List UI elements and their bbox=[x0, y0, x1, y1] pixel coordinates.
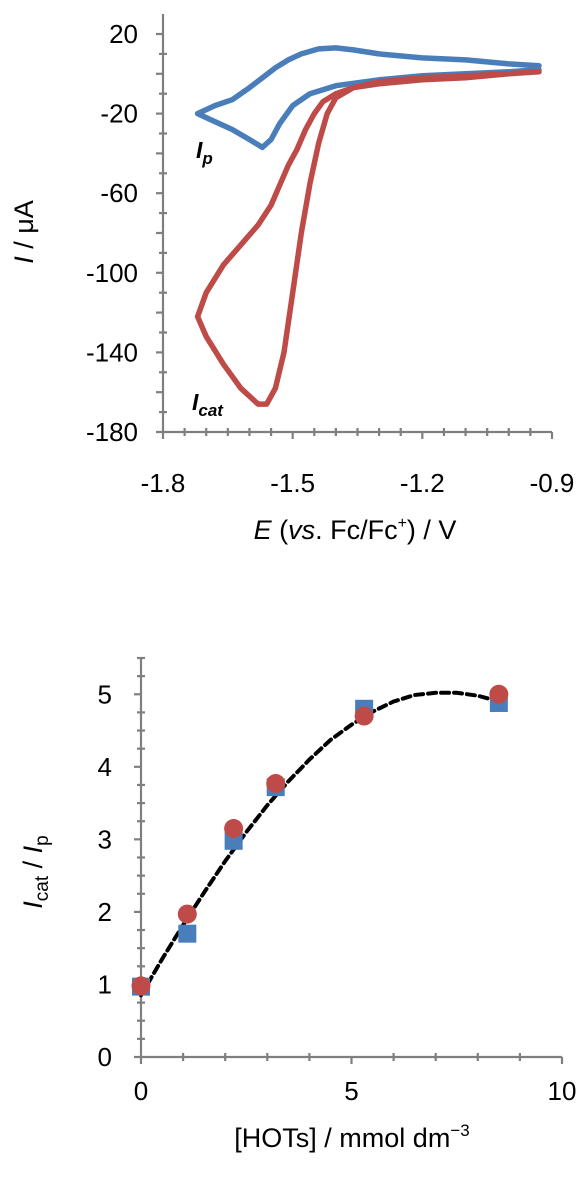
ratio-x-tick-label: 0 bbox=[134, 1076, 148, 1106]
ratio-y-tick-label: 4 bbox=[98, 752, 112, 782]
cv-axes bbox=[156, 14, 554, 439]
cv-y-tick-labels: 20 -20 -60 -100 -140 -180 bbox=[86, 19, 138, 447]
circle-marker bbox=[224, 818, 244, 838]
cv-x-tick-label: -0.9 bbox=[530, 468, 575, 498]
ratio-y-axis-label: Icat / Ip bbox=[18, 835, 53, 908]
ratio-y-tick-label: 2 bbox=[98, 897, 112, 927]
cv-y-tick-label: -20 bbox=[100, 99, 138, 129]
ratio-axes bbox=[134, 656, 564, 1064]
cv-y-tick-label: -60 bbox=[100, 178, 138, 208]
ip-annotation: Ip bbox=[196, 137, 213, 168]
ratio-y-tick-label: 5 bbox=[98, 679, 112, 709]
cv-y-axis-label: I / μA bbox=[9, 200, 39, 264]
ratio-x-tick-labels: 0 5 10 bbox=[134, 1076, 577, 1106]
ratio-y-tick-label: 3 bbox=[98, 824, 112, 854]
cv-y-tick-label: -180 bbox=[86, 417, 138, 447]
ratio-points bbox=[131, 684, 509, 996]
cv-y-tick-label: 20 bbox=[109, 19, 138, 49]
circle-marker bbox=[354, 706, 374, 726]
cv-x-tick-label: -1.8 bbox=[141, 468, 186, 498]
ratio-x-tick-label: 5 bbox=[344, 1076, 358, 1106]
cv-series-red bbox=[194, 69, 542, 407]
cv-y-tick-label: -100 bbox=[86, 258, 138, 288]
ratio-y-tick-labels: 0 1 2 3 4 5 bbox=[98, 679, 112, 1072]
square-marker bbox=[178, 924, 197, 943]
fit-curve-group bbox=[139, 690, 501, 998]
ratio-x-axis-label: [HOTs] / mmol dm−3 bbox=[234, 1121, 469, 1153]
ratio-chart: 0 1 2 3 4 5 0 5 10 [HOTs] / mmol dm−3 Icat / Ip bbox=[18, 656, 577, 1153]
cv-x-axis-label: E (vs. Fc/Fc+) / V bbox=[254, 515, 457, 545]
circle-marker bbox=[177, 904, 197, 924]
circle-marker bbox=[266, 774, 286, 794]
cv-series bbox=[194, 45, 542, 407]
cv-series-blue bbox=[194, 45, 542, 151]
circle-marker bbox=[131, 976, 151, 996]
ratio-x-tick-label: 10 bbox=[548, 1076, 577, 1106]
cv-x-tick-label: -1.5 bbox=[270, 468, 315, 498]
icat-annotation: Icat bbox=[192, 389, 224, 420]
ratio-y-tick-label: 0 bbox=[98, 1042, 112, 1072]
cv-x-tick-label: -1.2 bbox=[400, 468, 445, 498]
cv-y-tick-label: -140 bbox=[86, 337, 138, 367]
cv-x-tick-labels: -1.8 -1.5 -1.2 -0.9 bbox=[141, 468, 575, 498]
ratio-y-tick-label: 1 bbox=[98, 969, 112, 999]
fit-curve bbox=[139, 690, 501, 998]
circle-marker bbox=[489, 684, 509, 704]
cv-chart: 20 -20 -60 -100 -140 -180 -1.8 -1.5 -1.2 -0.9 Ip… bbox=[9, 14, 574, 545]
